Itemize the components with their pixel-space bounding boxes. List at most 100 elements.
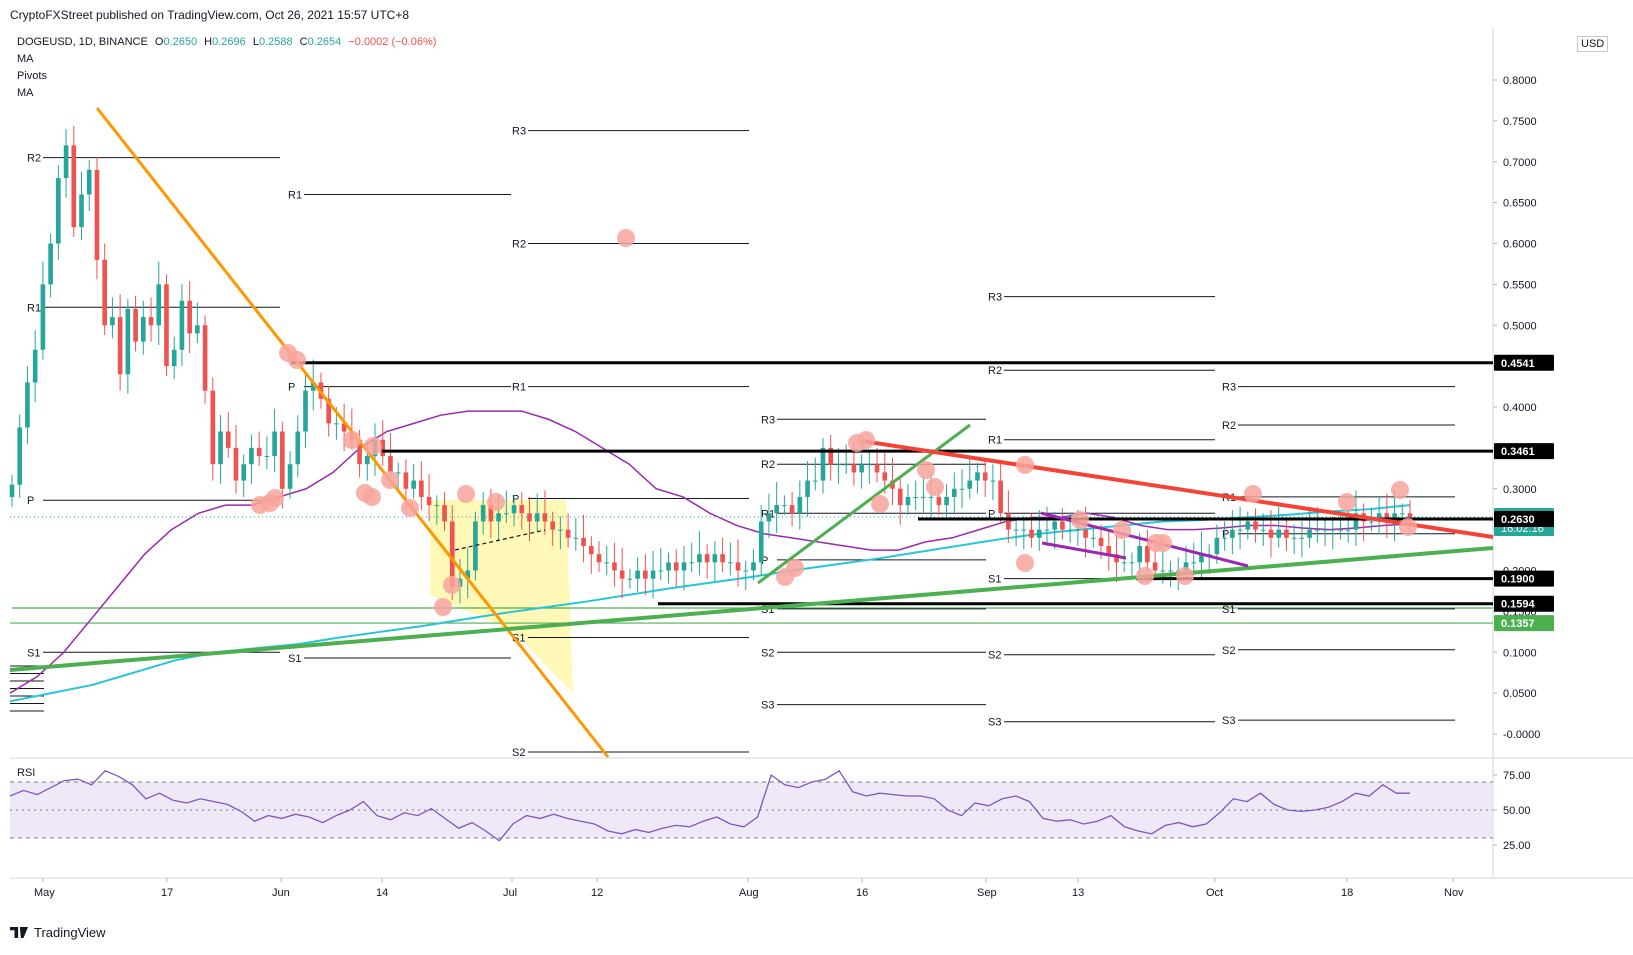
candle-body xyxy=(666,562,671,571)
indicator-pivots[interactable]: Pivots xyxy=(17,70,47,82)
highlight-circle xyxy=(1016,554,1034,572)
candle-body xyxy=(998,480,1003,514)
candle-body xyxy=(1114,554,1119,563)
x-tick-label: 18 xyxy=(1341,887,1353,899)
candle-body xyxy=(48,243,53,285)
indicator-ma-2[interactable]: MA xyxy=(17,87,34,99)
candle-body xyxy=(936,496,942,506)
candle-body xyxy=(1121,562,1127,564)
candle-body xyxy=(1345,529,1351,531)
low-value: 0.2588 xyxy=(258,36,293,48)
publisher-line: CryptoFXStreet published on TradingView.… xyxy=(10,8,409,22)
low-label: L0.2588 xyxy=(252,36,293,48)
candle-body xyxy=(164,284,169,367)
pivot-level-label: S1 xyxy=(27,647,40,659)
candle-body xyxy=(1214,537,1220,555)
price-axis-label-bg xyxy=(1494,595,1554,612)
candle-body xyxy=(519,505,525,514)
x-tick-label: 14 xyxy=(376,887,388,899)
candle-body xyxy=(1006,513,1011,530)
x-tick-label: Sep xyxy=(977,887,997,899)
price-axis-label-bg xyxy=(1494,443,1554,460)
candle-body xyxy=(588,545,594,555)
candle-body xyxy=(40,284,46,350)
pivot-level-label: S1 xyxy=(288,653,301,665)
candle-body xyxy=(550,521,555,530)
candle-body xyxy=(1237,529,1243,531)
high-label: H0.2696 xyxy=(204,36,246,48)
candle-body xyxy=(364,456,370,465)
candle-body xyxy=(56,178,61,244)
price-axis-label: 0.3461 xyxy=(1501,446,1535,458)
candle-body xyxy=(225,431,231,448)
candle-body xyxy=(380,439,386,457)
candle-body xyxy=(434,505,440,507)
symbol-label[interactable]: DOGEUSD, 1D, BINANCE xyxy=(17,36,148,48)
candle-body xyxy=(573,537,579,539)
pivot-level-label: S2 xyxy=(761,647,774,659)
candle-body xyxy=(774,505,779,514)
candle-body xyxy=(704,554,710,563)
candle-body xyxy=(357,439,362,465)
candle-body xyxy=(63,145,69,179)
green-uptrend-line xyxy=(9,546,1494,672)
candle-body xyxy=(156,284,162,326)
y-tick-label: 0.7500 xyxy=(1503,116,1537,128)
candle-body xyxy=(295,431,301,465)
candle-body xyxy=(921,496,926,498)
candle-body xyxy=(94,169,100,260)
red-downtrend-line xyxy=(861,439,1494,539)
candle-body xyxy=(341,423,347,432)
pivot-level-label: P xyxy=(761,555,768,567)
highlight-circle xyxy=(1071,511,1089,529)
pivot-level-label: R2 xyxy=(988,365,1002,377)
pivot-level-label: R1 xyxy=(512,382,526,394)
candle-body xyxy=(1168,570,1173,572)
candle-body xyxy=(133,308,138,342)
open-value: 0.2650 xyxy=(163,36,198,48)
candle-body xyxy=(125,308,131,375)
symbol-ohlc-row[interactable]: DOGEUSD, 1D, BINANCE O0.2650 H0.2696 L0.… xyxy=(17,34,436,51)
ma-purple-line xyxy=(9,410,1411,694)
close-label: C0.2654 xyxy=(299,36,342,48)
rsi-tick-label: 25.00 xyxy=(1503,840,1531,852)
candle-body xyxy=(1353,513,1359,530)
y-tick-label: -0.0000 xyxy=(1503,729,1540,741)
indicator-ma-1[interactable]: MA xyxy=(17,53,34,65)
candle-body xyxy=(1137,545,1142,563)
candle-body xyxy=(449,521,455,587)
price-axis-label: 0.2630 xyxy=(1501,514,1535,526)
y-tick-label: 0.5500 xyxy=(1503,279,1537,291)
candle-body xyxy=(743,570,749,572)
pivot-level-label: S1 xyxy=(1222,604,1235,616)
pivot-level-label: S2 xyxy=(988,650,1001,662)
currency-badge[interactable]: USD xyxy=(1577,36,1609,52)
pivot-level-label: R1 xyxy=(27,302,41,314)
highlight-circle xyxy=(1244,485,1262,503)
pivot-level-label: P xyxy=(988,508,995,520)
pivot-level-label: R2 xyxy=(761,459,775,471)
candle-body xyxy=(1376,513,1382,522)
x-tick-label: May xyxy=(34,887,55,899)
candle-body xyxy=(604,562,610,564)
yellow-zone-highlight xyxy=(430,500,573,693)
candle-body xyxy=(1314,529,1320,531)
candle-body xyxy=(1338,529,1343,531)
candle-body xyxy=(812,480,818,482)
candle-body xyxy=(874,464,880,473)
candle-body xyxy=(581,537,586,546)
candle-body xyxy=(766,513,772,522)
candle-body xyxy=(542,513,548,522)
candle-body xyxy=(951,488,957,497)
candle-body xyxy=(79,194,84,228)
candle-body xyxy=(820,447,826,481)
price-axis-label: 0.1900 xyxy=(1501,574,1535,586)
pivot-level-label: S3 xyxy=(761,700,774,712)
tradingview-logo[interactable]: TradingView xyxy=(10,925,106,940)
candle-body xyxy=(17,427,23,485)
candle-body xyxy=(1284,529,1289,538)
highlight-circle xyxy=(1338,493,1356,511)
candle-body xyxy=(697,554,702,563)
candle-body xyxy=(233,447,239,481)
